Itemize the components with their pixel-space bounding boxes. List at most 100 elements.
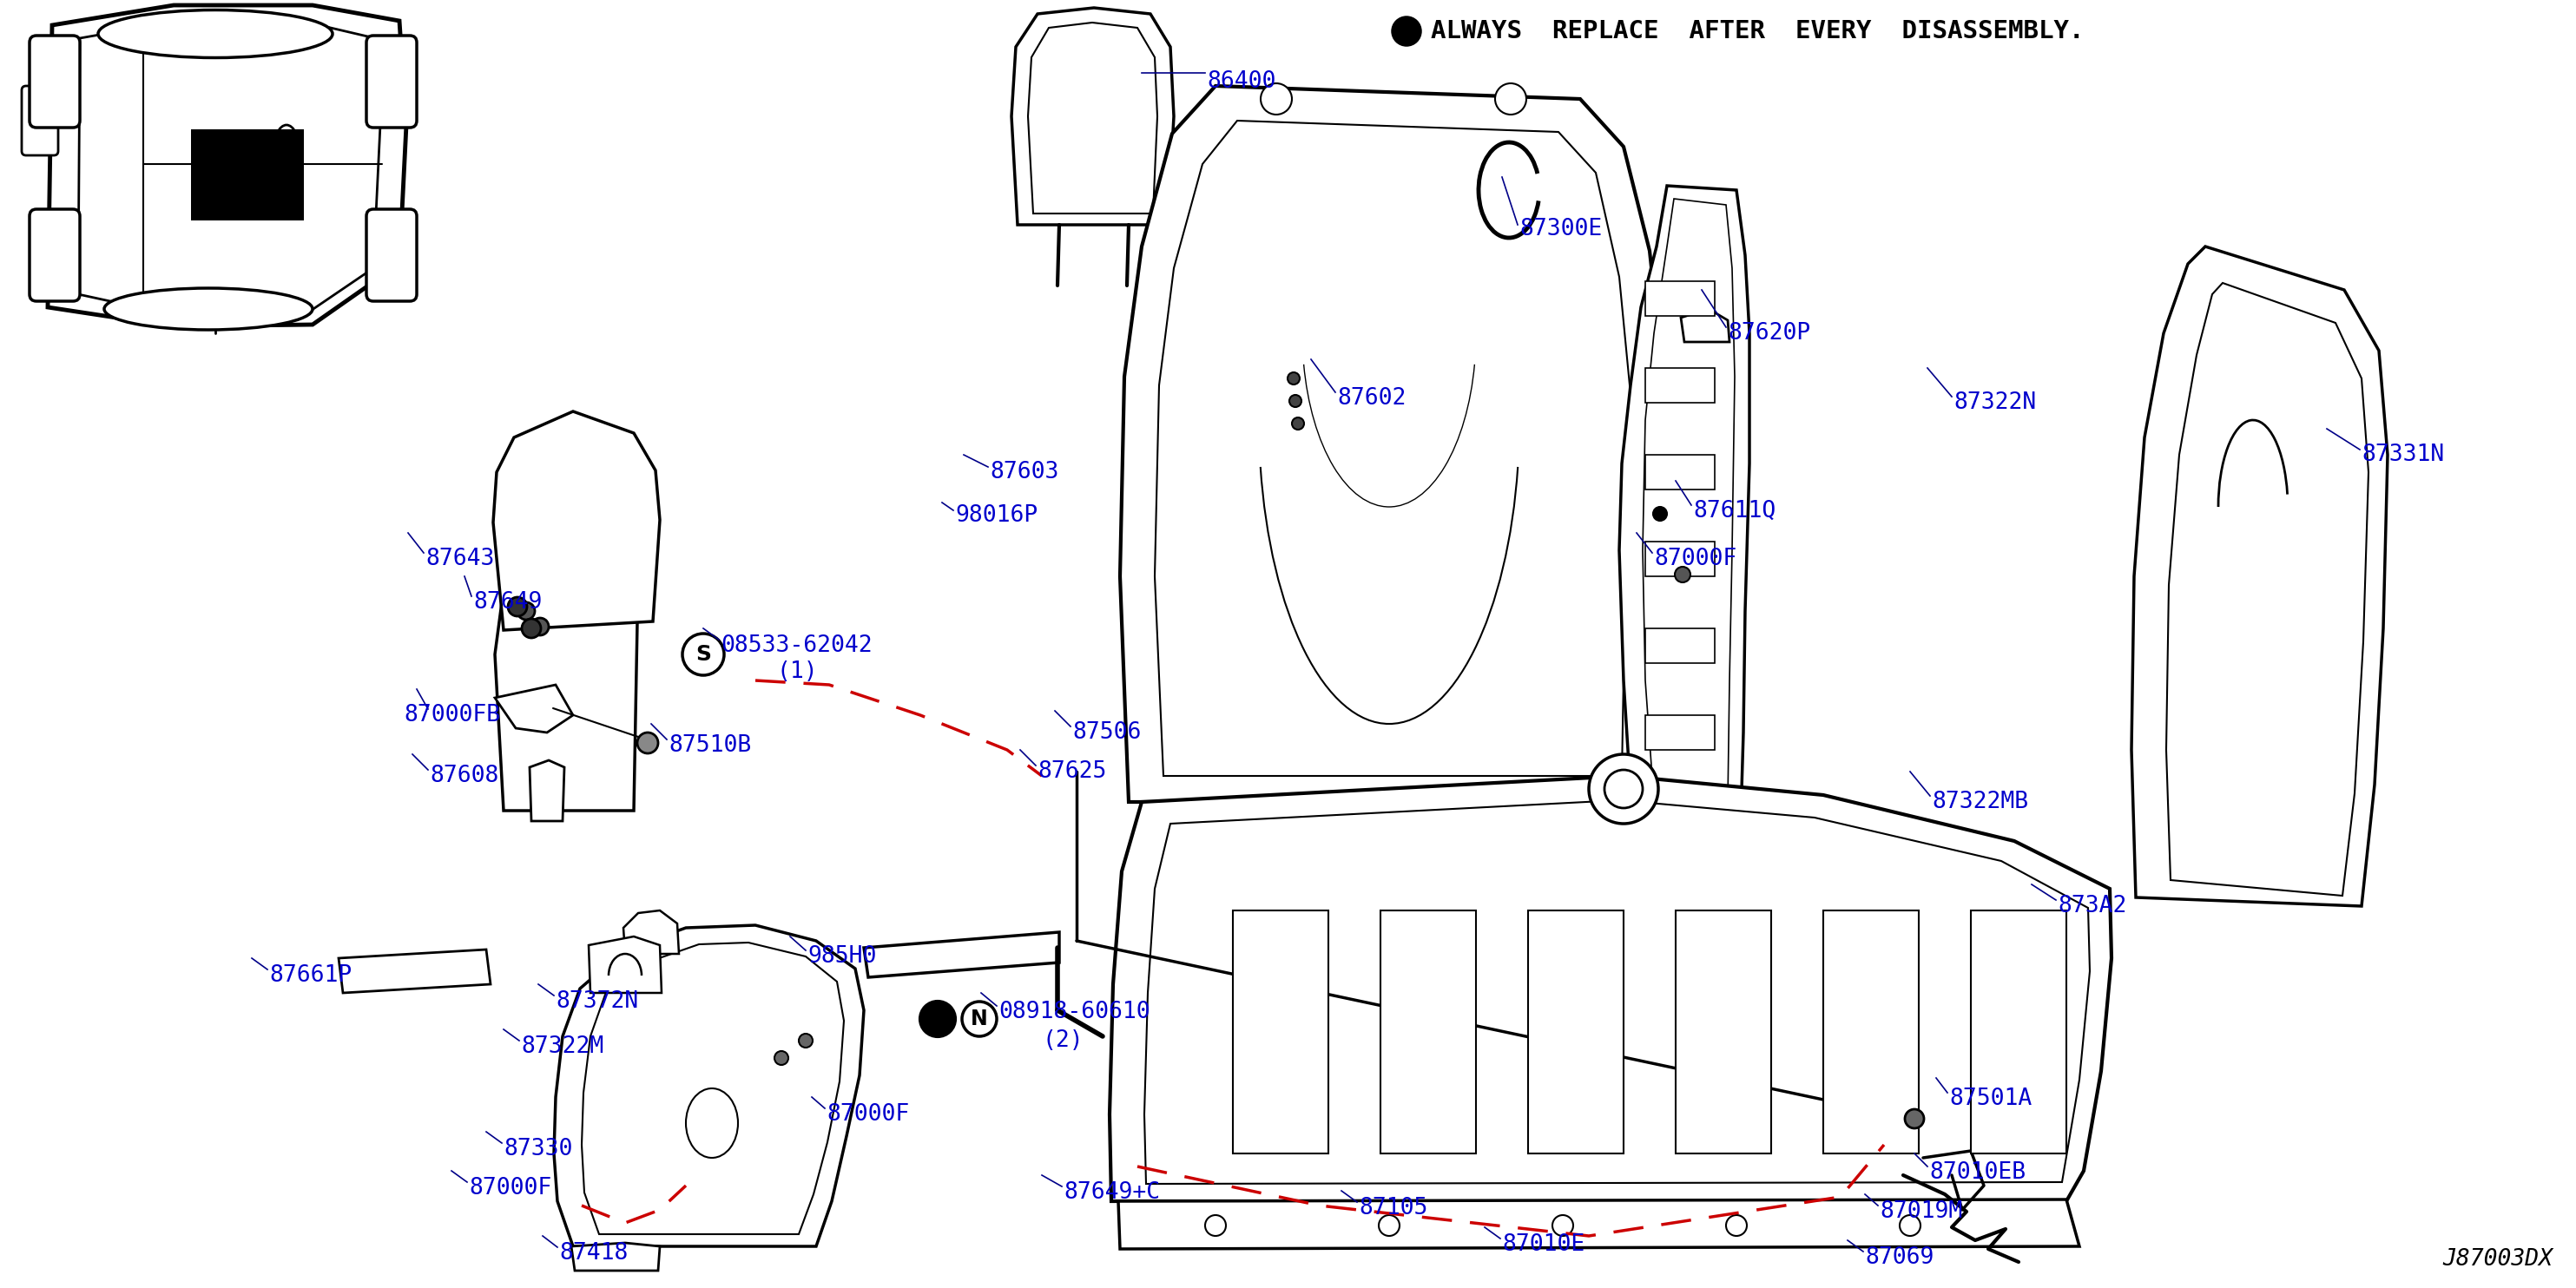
Polygon shape [2130, 246, 2388, 907]
Text: 87418: 87418 [559, 1242, 629, 1265]
Polygon shape [1028, 23, 1157, 214]
Circle shape [1904, 1109, 1924, 1128]
Text: 87000F: 87000F [469, 1177, 551, 1199]
Bar [1824, 911, 1919, 1154]
Polygon shape [1012, 8, 1175, 225]
Text: 873A2: 873A2 [2058, 895, 2128, 917]
Text: 985H0: 985H0 [806, 945, 876, 967]
Circle shape [920, 1002, 956, 1037]
Circle shape [1899, 1215, 1922, 1236]
Text: 87506: 87506 [1072, 721, 1141, 743]
Polygon shape [531, 760, 564, 820]
Polygon shape [1643, 198, 1734, 802]
Polygon shape [590, 936, 662, 993]
Polygon shape [1154, 121, 1631, 775]
Circle shape [1206, 1215, 1226, 1236]
Polygon shape [1682, 309, 1728, 341]
Text: J87003DX: J87003DX [2442, 1248, 2553, 1271]
Text: 87603: 87603 [989, 461, 1059, 483]
Bar [1234, 911, 1329, 1154]
Polygon shape [495, 685, 572, 733]
Text: 87322N: 87322N [1953, 392, 2035, 413]
Text: 87602: 87602 [1337, 388, 1406, 410]
Polygon shape [572, 1243, 659, 1271]
Text: 86400: 86400 [1206, 71, 1275, 93]
Text: S: S [696, 644, 711, 665]
Circle shape [775, 1051, 788, 1065]
Polygon shape [582, 943, 845, 1234]
Text: 87608: 87608 [430, 765, 500, 787]
Circle shape [518, 603, 536, 620]
Bar [1646, 715, 1716, 750]
Text: 87620P: 87620P [1728, 322, 1811, 345]
Text: (2): (2) [1041, 1029, 1084, 1052]
Polygon shape [1144, 800, 2089, 1184]
Text: 87300E: 87300E [1520, 218, 1602, 241]
Polygon shape [77, 21, 381, 316]
Text: 87322M: 87322M [520, 1036, 603, 1057]
Text: 87625: 87625 [1038, 760, 1108, 783]
Text: 87000F: 87000F [827, 1103, 909, 1126]
Circle shape [1378, 1215, 1399, 1236]
Bar [1674, 911, 1772, 1154]
Text: 87501A: 87501A [1950, 1087, 2032, 1110]
Polygon shape [554, 925, 863, 1247]
Circle shape [1288, 372, 1301, 385]
Text: 87611Q: 87611Q [1692, 500, 1775, 523]
FancyBboxPatch shape [28, 209, 80, 301]
Ellipse shape [98, 10, 332, 58]
Bar [1646, 629, 1716, 663]
Circle shape [1674, 567, 1690, 582]
Circle shape [683, 634, 724, 675]
Circle shape [1726, 1215, 1747, 1236]
Polygon shape [863, 933, 1059, 978]
Text: 87069: 87069 [1865, 1247, 1935, 1269]
Text: ALWAYS  REPLACE  AFTER  EVERY  DISASSEMBLY.: ALWAYS REPLACE AFTER EVERY DISASSEMBLY. [1430, 19, 2084, 44]
Circle shape [1654, 507, 1667, 520]
Circle shape [1553, 1215, 1574, 1236]
Text: N: N [971, 1009, 989, 1029]
Circle shape [523, 618, 541, 638]
Circle shape [507, 598, 528, 616]
Polygon shape [1121, 86, 1662, 802]
Bar [1646, 541, 1716, 576]
Bar [1646, 281, 1716, 316]
Text: 87649+C: 87649+C [1064, 1181, 1159, 1204]
Text: 87010EB: 87010EB [1929, 1162, 2025, 1184]
Circle shape [1394, 17, 1419, 45]
Polygon shape [337, 949, 489, 993]
Bar [1646, 368, 1716, 403]
Polygon shape [1110, 775, 2112, 1202]
Polygon shape [1620, 185, 1749, 819]
Text: 08918-60610: 08918-60610 [999, 1001, 1149, 1023]
FancyBboxPatch shape [366, 36, 417, 128]
Text: 87661P: 87661P [268, 965, 353, 987]
Text: 87649: 87649 [474, 591, 541, 613]
Circle shape [1494, 84, 1528, 115]
Polygon shape [2166, 283, 2367, 895]
Circle shape [531, 618, 549, 635]
Text: 87510B: 87510B [670, 734, 752, 757]
Circle shape [799, 1034, 811, 1047]
FancyBboxPatch shape [21, 86, 59, 156]
Ellipse shape [685, 1088, 737, 1158]
Text: 08533-62042: 08533-62042 [721, 635, 873, 657]
Text: 87105: 87105 [1358, 1197, 1427, 1220]
Text: 87331N: 87331N [2362, 443, 2445, 466]
Text: 98016P: 98016P [956, 505, 1038, 527]
FancyBboxPatch shape [28, 36, 80, 128]
Text: 87019M: 87019M [1880, 1200, 1963, 1222]
FancyBboxPatch shape [366, 209, 417, 301]
Text: 87010E: 87010E [1502, 1234, 1584, 1256]
Bar [1381, 911, 1476, 1154]
Circle shape [1589, 755, 1659, 823]
Text: 87643: 87643 [425, 547, 495, 571]
Circle shape [1293, 417, 1303, 430]
Text: (1): (1) [778, 661, 819, 683]
Polygon shape [1118, 1199, 2079, 1249]
Polygon shape [49, 5, 407, 326]
Polygon shape [492, 411, 659, 630]
Bar [1646, 455, 1716, 489]
Bar [1528, 911, 1623, 1154]
Polygon shape [495, 507, 639, 810]
